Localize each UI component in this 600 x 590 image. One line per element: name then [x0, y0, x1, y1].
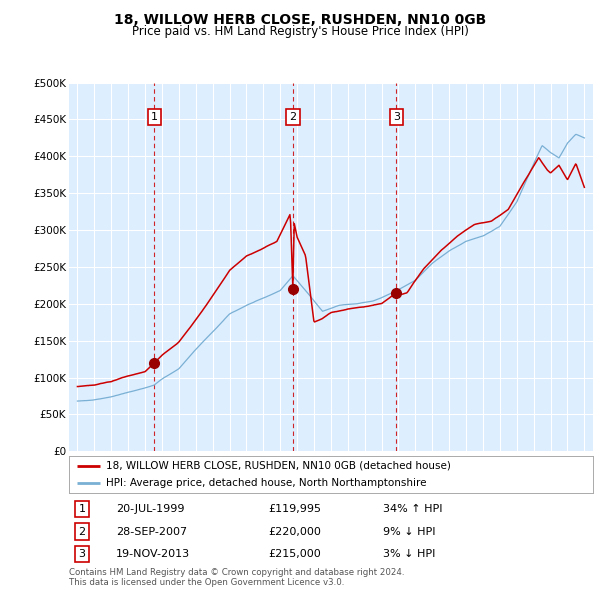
Text: 9% ↓ HPI: 9% ↓ HPI — [383, 527, 436, 536]
Text: 2: 2 — [289, 112, 296, 122]
Text: £119,995: £119,995 — [268, 504, 321, 514]
Text: £215,000: £215,000 — [268, 549, 321, 559]
Text: Contains HM Land Registry data © Crown copyright and database right 2024.: Contains HM Land Registry data © Crown c… — [69, 568, 404, 577]
Text: 28-SEP-2007: 28-SEP-2007 — [116, 527, 187, 536]
Text: 19-NOV-2013: 19-NOV-2013 — [116, 549, 190, 559]
Text: 20-JUL-1999: 20-JUL-1999 — [116, 504, 185, 514]
Text: 1: 1 — [79, 504, 86, 514]
Text: HPI: Average price, detached house, North Northamptonshire: HPI: Average price, detached house, Nort… — [106, 478, 426, 488]
Text: 3: 3 — [393, 112, 400, 122]
Text: 34% ↑ HPI: 34% ↑ HPI — [383, 504, 443, 514]
Text: Price paid vs. HM Land Registry's House Price Index (HPI): Price paid vs. HM Land Registry's House … — [131, 25, 469, 38]
Text: This data is licensed under the Open Government Licence v3.0.: This data is licensed under the Open Gov… — [69, 578, 344, 587]
Text: 18, WILLOW HERB CLOSE, RUSHDEN, NN10 0GB (detached house): 18, WILLOW HERB CLOSE, RUSHDEN, NN10 0GB… — [106, 461, 451, 471]
Text: 3% ↓ HPI: 3% ↓ HPI — [383, 549, 436, 559]
Text: 2: 2 — [79, 527, 86, 536]
Text: £220,000: £220,000 — [268, 527, 321, 536]
Text: 3: 3 — [79, 549, 86, 559]
Text: 18, WILLOW HERB CLOSE, RUSHDEN, NN10 0GB: 18, WILLOW HERB CLOSE, RUSHDEN, NN10 0GB — [114, 13, 486, 27]
Text: 1: 1 — [151, 112, 158, 122]
